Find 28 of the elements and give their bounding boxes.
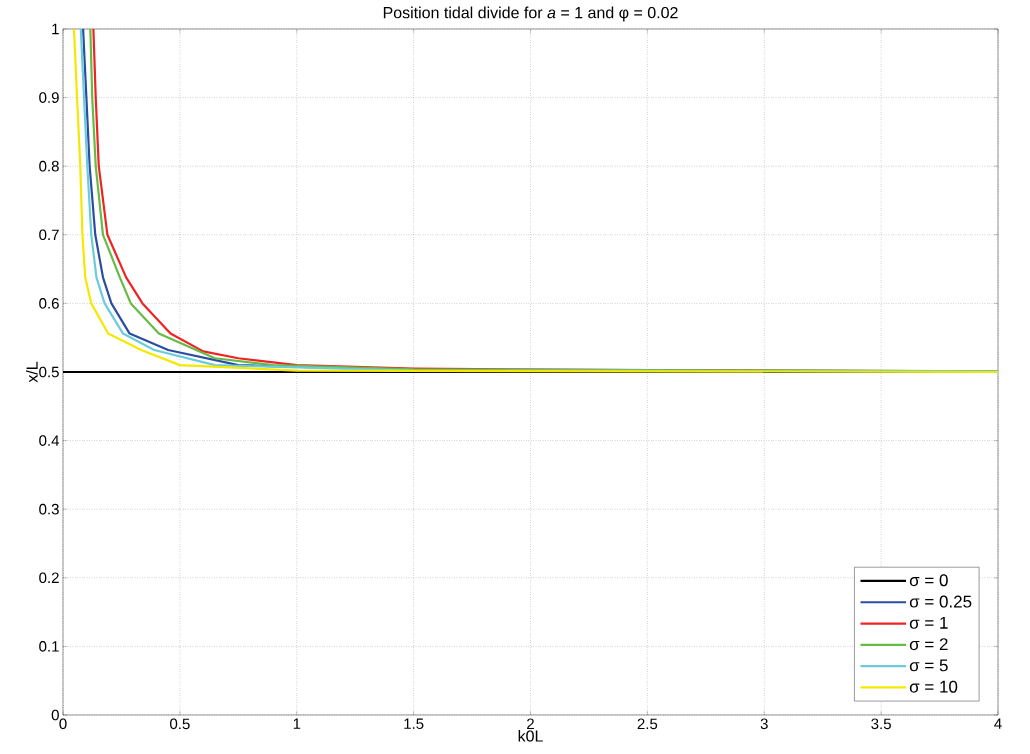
legend-label: σ = 1 xyxy=(909,616,948,629)
x-tick-label: 2 xyxy=(527,718,534,729)
y-tick-label: 0.9 xyxy=(39,92,59,103)
y-tick-label: 0.8 xyxy=(39,160,59,172)
legend-label: σ = 10 xyxy=(909,680,958,693)
chart-title: Position tidal divide for a = 1 and φ = 0.02 xyxy=(383,6,678,22)
legend-label: σ = 5 xyxy=(909,659,948,672)
y-tick-label: 0.6 xyxy=(39,298,59,309)
x-tick-label: 3 xyxy=(760,718,768,730)
y-tick-label: 0 xyxy=(51,709,59,721)
y-tick-label: 0.2 xyxy=(39,572,59,584)
legend-label: σ = 2 xyxy=(909,638,948,651)
y-axis-title: x/L xyxy=(26,361,38,383)
y-tick-label: 0.7 xyxy=(39,229,59,241)
x-tick-label: 0.5 xyxy=(170,718,190,730)
x-tick-label: 2.5 xyxy=(637,718,658,730)
y-tick-label: 0.1 xyxy=(39,641,59,652)
y-tick-label: 0.4 xyxy=(39,435,60,446)
x-tick-label: 4 xyxy=(994,718,1002,729)
x-tick-label: 1.5 xyxy=(404,718,424,729)
legend-label: σ = 0.25 xyxy=(909,595,972,608)
x-tick-label: 3.5 xyxy=(871,718,891,730)
x-tick-label: 1 xyxy=(293,718,301,729)
y-tick-label: 1 xyxy=(52,23,59,35)
y-tick-label: 0.5 xyxy=(39,366,59,378)
y-tick-label: 0.3 xyxy=(39,503,59,515)
legend-label: σ = 0 xyxy=(909,574,948,587)
x-axis-title: k0L xyxy=(518,730,543,742)
